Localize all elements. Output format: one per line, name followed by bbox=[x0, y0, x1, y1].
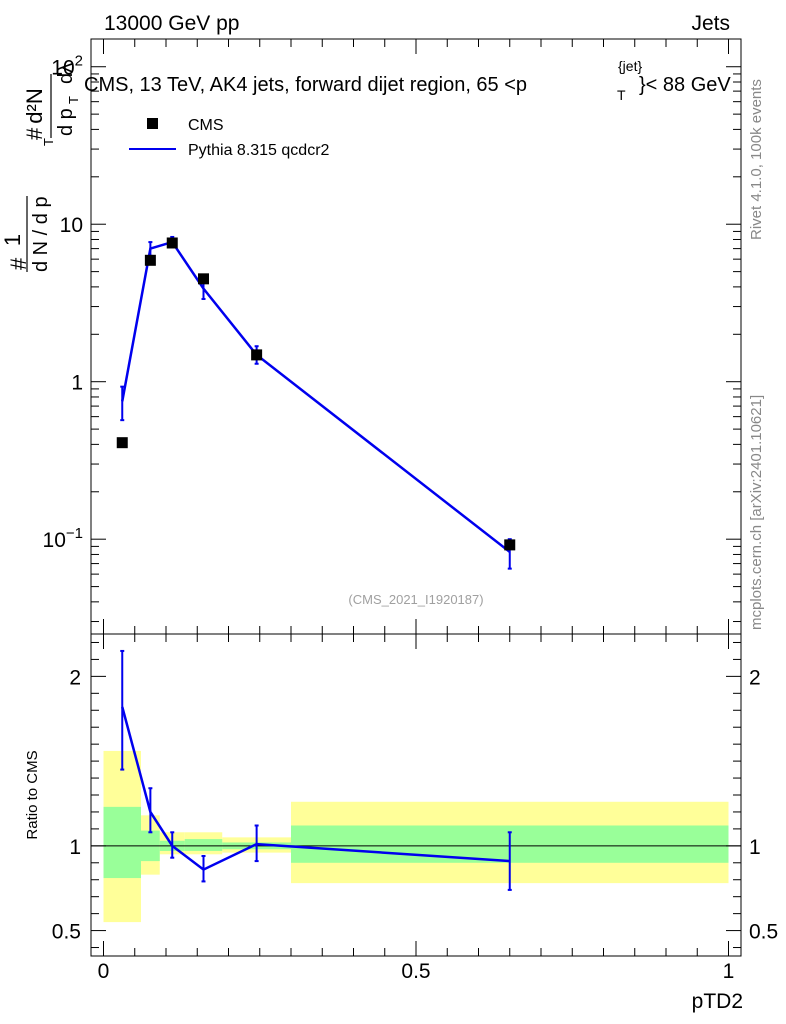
ratio-mc-curve bbox=[121, 706, 510, 872]
x-tick-label: 0 bbox=[98, 960, 110, 983]
main-y-tick-label: 10−1 bbox=[43, 525, 83, 552]
main-y-tick-label: 102 bbox=[51, 53, 83, 80]
main-title: CMS, 13 TeV, AK4 jets, forward dijet reg… bbox=[84, 58, 731, 103]
analysis-watermark: (CMS_2021_I1920187) bbox=[348, 592, 483, 607]
ratio-y-tick-label-right: 2 bbox=[749, 666, 761, 689]
main-y-tick-label: 10 bbox=[60, 214, 83, 237]
cms-data-point bbox=[198, 273, 209, 285]
cms-data-point bbox=[144, 254, 156, 266]
ratio-panel: 0.5 0.5 1 1 2 2 0 0.5 1 bbox=[52, 633, 778, 983]
main-y-tick-label: 1 bbox=[71, 372, 83, 395]
ylabel-dlambda: dλ bbox=[55, 63, 77, 84]
ratio-y-tick-label-left: 2 bbox=[69, 666, 81, 689]
ratio-y-tick-label-left: 0.5 bbox=[52, 921, 81, 944]
mcplots-source-label: mcplots.cern.ch [arXiv:2401.10621] bbox=[748, 395, 765, 630]
ylabel-t-sub-2: T bbox=[66, 96, 81, 104]
ratio-y-tick-label-right: 0.5 bbox=[749, 921, 778, 944]
title-sup: {jet} bbox=[618, 58, 642, 74]
x-tick-label: 1 bbox=[723, 960, 735, 983]
rivet-version-label: Rivet 4.1.0, 100k events bbox=[748, 79, 765, 240]
ratio-frame bbox=[90, 633, 742, 957]
ratio-band-inner bbox=[103, 806, 141, 879]
ratio-y-tick-label-right: 1 bbox=[749, 836, 761, 859]
x-axis-label: pTD2 bbox=[692, 990, 743, 1013]
ratio-band-inner bbox=[184, 839, 223, 851]
legend-cms-marker bbox=[147, 118, 158, 129]
title-sub: T bbox=[617, 87, 626, 103]
header-right: Jets bbox=[691, 12, 730, 35]
title-end: }< 88 GeV bbox=[639, 74, 731, 96]
ylabel-hash-2: # bbox=[22, 127, 47, 140]
x-tick-label: 0.5 bbox=[401, 960, 430, 983]
ylabel-t-sub-1: T bbox=[41, 138, 56, 146]
header-left: 13000 GeV pp bbox=[104, 12, 239, 35]
ylabel-d2n: d²N bbox=[22, 88, 47, 123]
cms-data-point bbox=[116, 437, 128, 449]
ratio-y-axis-label: Ratio to CMS bbox=[24, 750, 41, 839]
legend-cms-label: CMS bbox=[188, 117, 224, 134]
ylabel-dp: d p bbox=[55, 108, 77, 136]
mc-curve bbox=[121, 240, 511, 553]
ylabel-hash-1: # bbox=[6, 257, 31, 270]
ylabel-dn: d N / d p bbox=[30, 196, 52, 272]
title-main: CMS, 13 TeV, AK4 jets, forward dijet reg… bbox=[84, 74, 527, 96]
ylabel-one: 1 bbox=[0, 234, 25, 246]
legend-pythia-label: Pythia 8.315 qcdcr2 bbox=[188, 142, 330, 159]
legend: CMS Pythia 8.315 qcdcr2 bbox=[129, 117, 330, 159]
ratio-y-tick-label-left: 1 bbox=[69, 836, 81, 859]
cms-data-point bbox=[504, 539, 516, 551]
main-panel: 10−1 1 10 102 bbox=[43, 38, 742, 635]
cms-data-point bbox=[166, 237, 178, 249]
cms-data-point bbox=[251, 349, 263, 361]
main-y-axis-label: # 1 d N / d p T # d²N d p T dλ bbox=[0, 63, 81, 272]
